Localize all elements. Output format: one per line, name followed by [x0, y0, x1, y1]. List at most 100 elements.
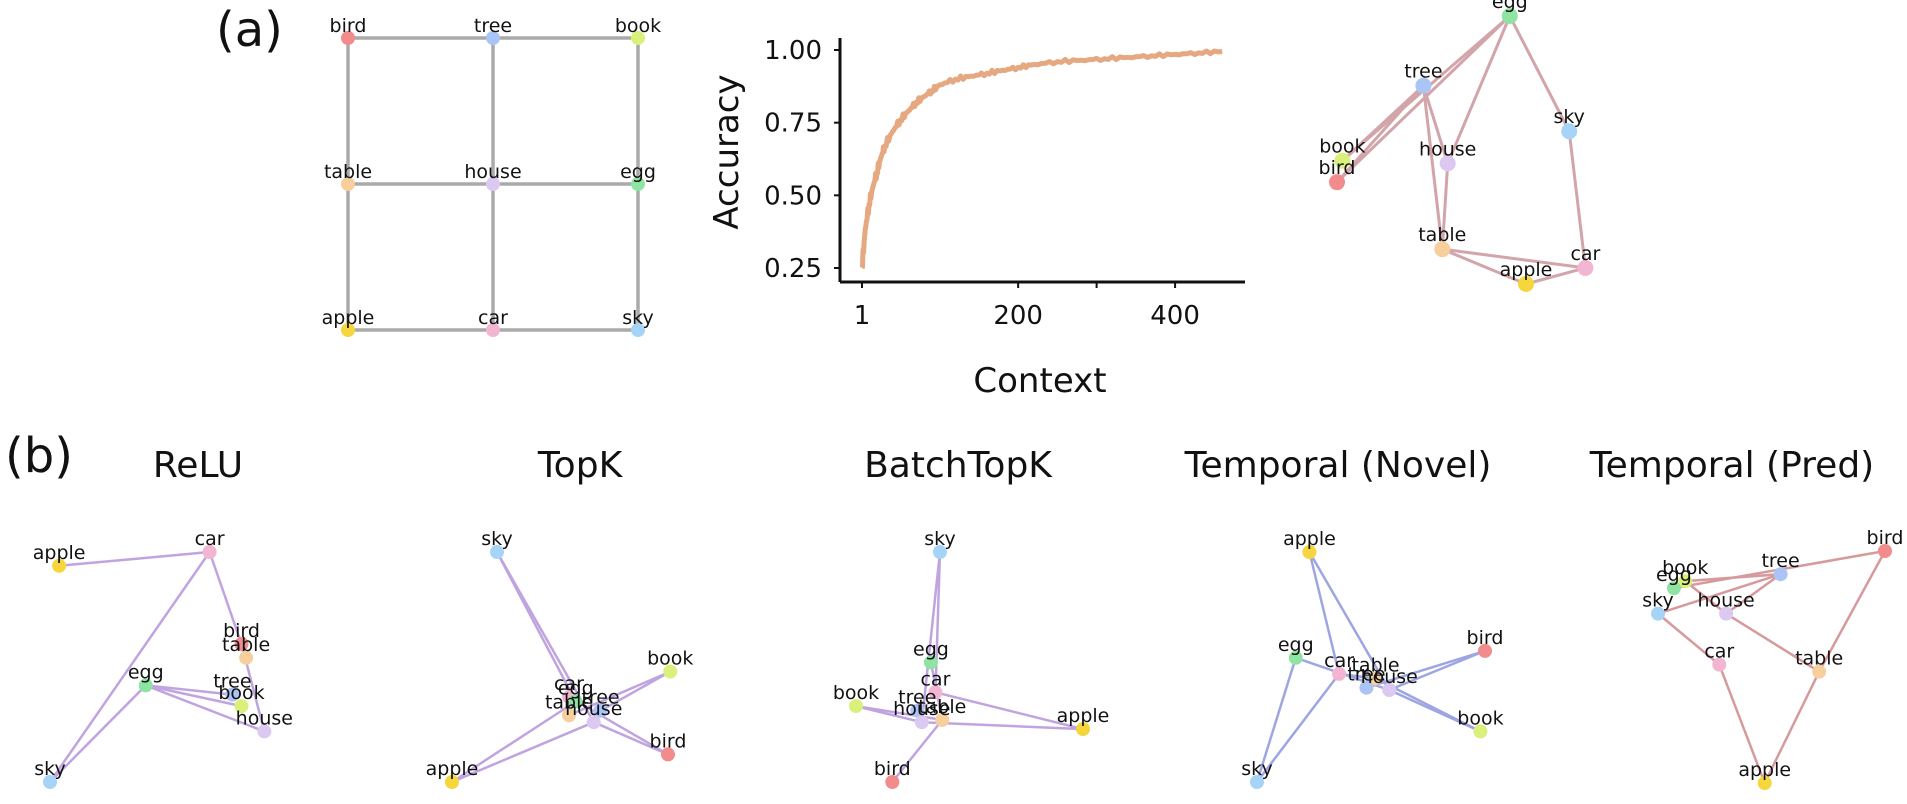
edge-sky-car — [1567, 129, 1587, 270]
panel-label-a: (a) — [216, 2, 283, 58]
node-label-bird: bird — [1467, 627, 1504, 649]
edge-tree-sky — [1656, 572, 1782, 615]
edge-book-house — [854, 704, 924, 724]
node-label-table: table — [545, 691, 593, 713]
edge-book-house — [1683, 579, 1728, 615]
edge-bird-car — [567, 695, 670, 756]
node-label-bird: bird — [1319, 157, 1356, 179]
accuracy-x-label: Context — [973, 361, 1106, 401]
node-apple — [1076, 722, 1090, 737]
edge-tree-table — [1421, 84, 1444, 251]
node-label-book: book — [218, 682, 264, 704]
node-label-house: house — [1361, 666, 1418, 688]
node-label-house: house — [236, 707, 293, 729]
node-label-house: house — [1419, 138, 1476, 160]
node-car — [1712, 657, 1727, 672]
node-label-table: table — [324, 161, 372, 183]
node-label-apple: apple — [1738, 759, 1791, 781]
node-label-car: car — [1704, 641, 1734, 663]
edge-bird-table — [891, 718, 944, 784]
edge-table-apple — [1440, 247, 1528, 286]
node-label-car: car — [1324, 650, 1354, 672]
node-label-bird: bird — [1867, 527, 1904, 549]
node-tree — [910, 703, 925, 718]
node-label-bird: bird — [650, 730, 687, 752]
node-label-sky: sky — [622, 307, 653, 329]
accuracy-y-label: Accuracy — [707, 74, 747, 229]
edge-bird-house — [592, 720, 670, 756]
edge-book-house — [1387, 688, 1482, 733]
edge-sky-car — [934, 550, 942, 694]
node-label-egg: egg — [558, 678, 594, 700]
node-label-book: book — [1319, 136, 1365, 158]
node-label-house: house — [464, 161, 521, 183]
edge-bird-table — [1817, 549, 1887, 673]
node-label-sky: sky — [34, 758, 65, 780]
accuracy-series-line — [859, 48, 1223, 270]
node-bird — [234, 637, 249, 651]
node-tree — [593, 703, 608, 718]
edge-egg-sky — [48, 684, 148, 784]
title-topk: TopK — [537, 445, 624, 486]
node-label-sky: sky — [1241, 758, 1272, 780]
edge-sky-car — [1656, 612, 1721, 666]
title-temporal-pred: Temporal (Pred) — [1589, 445, 1874, 486]
node-sky — [1561, 123, 1578, 140]
node-label-house: house — [1697, 590, 1754, 612]
edge-house-table — [1440, 161, 1450, 251]
node-label-sky: sky — [481, 528, 512, 550]
edge-apple-egg — [450, 700, 577, 784]
title-relu: ReLU — [153, 445, 243, 486]
node-label-apple: apple — [1057, 705, 1110, 727]
node-book — [1473, 724, 1488, 739]
edge-book-tree — [599, 670, 672, 712]
node-label-tree: tree — [1761, 550, 1799, 572]
node-car — [928, 685, 943, 700]
edge-tree-house — [1724, 572, 1782, 615]
node-tree — [486, 31, 500, 45]
y-tick-label: 0.25 — [764, 254, 822, 284]
edge-apple-house — [450, 720, 595, 784]
node-house — [1382, 683, 1397, 697]
edge-tree-house — [1421, 84, 1450, 165]
y-tick-label: 1.00 — [764, 36, 822, 66]
node-label-sky: sky — [1642, 590, 1673, 612]
node-label-book: book — [833, 682, 879, 704]
node-house — [257, 724, 272, 739]
node-book — [1678, 574, 1693, 589]
node-label-book: book — [647, 648, 693, 670]
node-label-egg: egg — [1656, 564, 1692, 586]
node-table — [1812, 664, 1827, 679]
node-label-tree: tree — [898, 687, 936, 709]
node-label-apple: apple — [1500, 259, 1553, 281]
embedding-batchtopk-edges — [854, 550, 1085, 784]
node-bird — [661, 747, 675, 762]
embedding-a-edges — [1335, 14, 1587, 286]
node-label-book: book — [1662, 557, 1708, 579]
embedding-temporal-pred-edges — [1656, 549, 1887, 785]
grid-graph: bird tree book table house egg apple car sky — [322, 15, 661, 337]
node-tree — [1773, 567, 1788, 582]
node-label-car: car — [478, 307, 508, 329]
node-bird — [341, 31, 355, 45]
node-apple — [341, 323, 355, 337]
node-table — [562, 708, 576, 723]
x-tick-label: 400 — [1150, 301, 1200, 331]
node-house — [914, 715, 929, 730]
node-label-book: book — [615, 15, 661, 37]
node-apple — [445, 775, 459, 789]
edge-egg-tree — [144, 684, 234, 696]
accuracy-axes — [838, 38, 1245, 284]
node-egg — [631, 177, 645, 191]
node-house — [586, 715, 601, 730]
accuracy-chart: 0.25 0.50 0.75 1.00 1 200 400 Context Accuracy — [707, 36, 1245, 401]
node-bird — [1329, 174, 1345, 191]
node-car — [486, 323, 500, 337]
node-book — [663, 664, 678, 679]
node-label-table: table — [1418, 224, 1466, 246]
node-label-bird: bird — [330, 15, 367, 37]
node-label-apple: apple — [426, 758, 479, 780]
